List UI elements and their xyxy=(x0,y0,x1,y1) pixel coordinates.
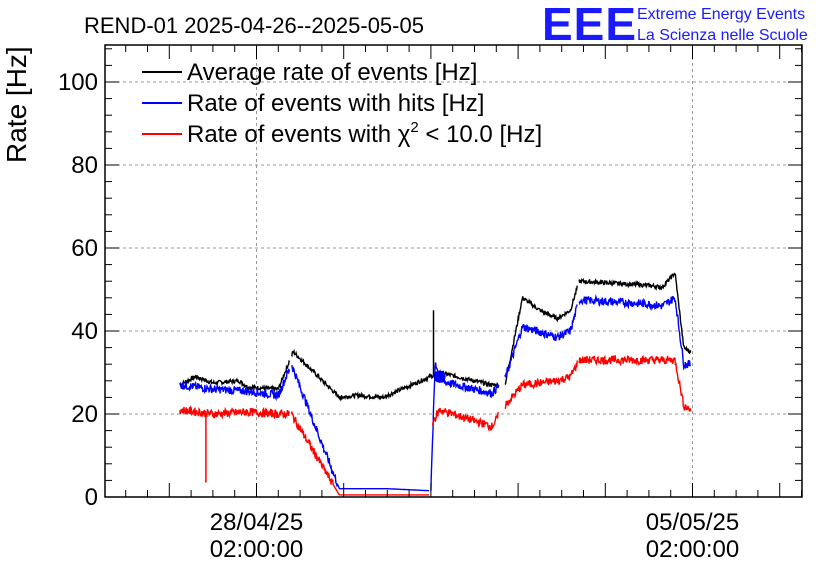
series-line-segment xyxy=(179,404,291,420)
brand-logo: EEE xyxy=(542,0,637,50)
y-tick-label: 40 xyxy=(71,318,98,345)
x-tick-label-date: 05/05/25 xyxy=(646,509,739,536)
series-1 xyxy=(179,272,692,402)
series-3 xyxy=(179,354,692,496)
legend: Average rate of events [Hz] Rate of even… xyxy=(142,59,542,148)
y-tick-label: 60 xyxy=(71,235,98,262)
series-marker xyxy=(433,370,446,383)
series-line-segment xyxy=(438,368,500,389)
series-line-segment xyxy=(291,364,429,492)
y-tick-label: 80 xyxy=(71,152,98,179)
series-line-segment xyxy=(504,285,578,385)
chart-title: REND-01 2025-04-26--2025-05-05 xyxy=(84,13,424,38)
y-tick-label: 100 xyxy=(58,69,98,96)
x-tick-label-time: 02:00:00 xyxy=(646,536,739,563)
series-line-segment xyxy=(504,360,578,410)
brand-line-1: Extreme Energy Events xyxy=(637,6,805,23)
legend-label-average: Average rate of events [Hz] xyxy=(187,59,477,86)
series-line-segment xyxy=(431,407,500,432)
legend-chi2-sup: 2 xyxy=(410,119,418,136)
series-layer xyxy=(179,272,692,496)
legend-item-chi2: Rate of events with χ2 < 10.0 [Hz] xyxy=(142,119,542,148)
series-line-segment xyxy=(179,359,291,394)
y-tick-label: 20 xyxy=(71,401,98,428)
plot-frame xyxy=(104,44,803,498)
ticks: 02040608010028/04/2502:00:0005/05/2502:0… xyxy=(58,45,802,563)
legend-item-average: Average rate of events [Hz] xyxy=(142,59,477,86)
y-axis-title: Rate [Hz] xyxy=(1,46,32,163)
legend-item-hits: Rate of events with hits [Hz] xyxy=(142,90,484,117)
series-line-segment xyxy=(179,368,291,402)
series-line-segment xyxy=(578,272,692,355)
x-tick-label-time: 02:00:00 xyxy=(210,536,303,563)
series-line-segment xyxy=(290,410,429,496)
series-line-segment xyxy=(578,354,692,412)
legend-label-chi2: Rate of events with χ2 < 10.0 [Hz] xyxy=(187,119,542,148)
brand: EEE Extreme Energy Events La Scienza nel… xyxy=(542,0,808,50)
series-line-segment xyxy=(578,294,691,371)
legend-chi2-after: < 10.0 [Hz] xyxy=(419,121,542,148)
x-tick-label-date: 28/04/25 xyxy=(210,509,303,536)
series-line-segment xyxy=(338,371,439,402)
legend-chi2-main: Rate of events with χ xyxy=(187,121,411,148)
series-line-segment xyxy=(290,348,343,401)
brand-line-2: La Scienza nelle Scuole xyxy=(637,27,808,44)
legend-label-hits: Rate of events with hits [Hz] xyxy=(187,90,484,117)
y-tick-label: 0 xyxy=(85,484,98,511)
series-line-segment xyxy=(504,304,578,378)
